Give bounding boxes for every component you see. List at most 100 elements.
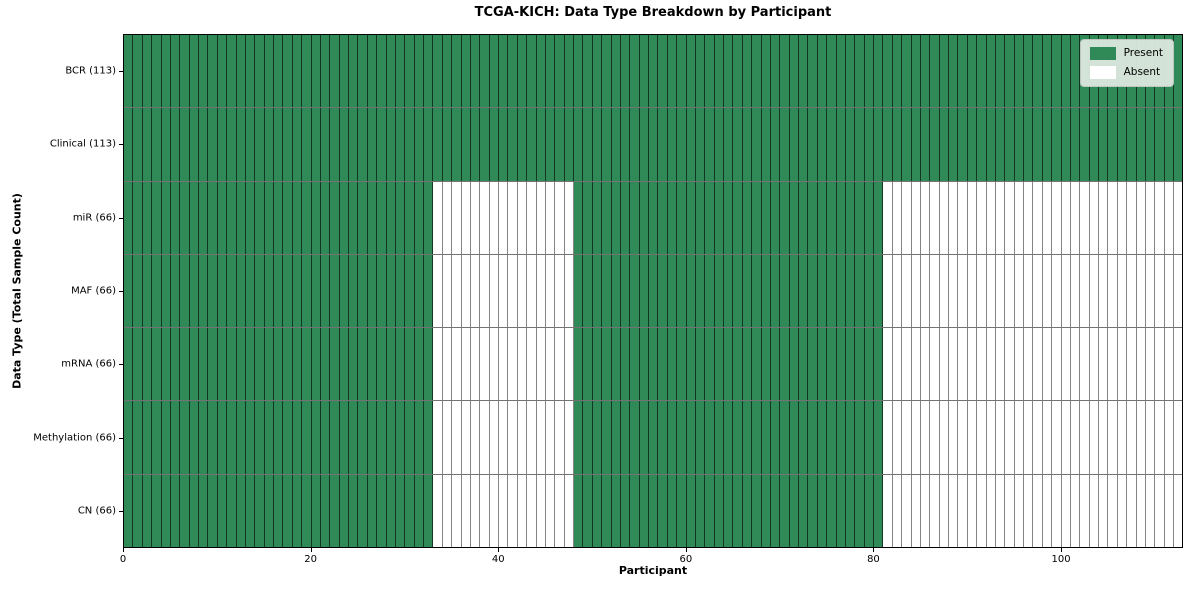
- heatmap-cell: [395, 35, 406, 108]
- heatmap-cell: [424, 35, 434, 108]
- heatmap-cell: [1145, 401, 1156, 474]
- heatmap-cell: [583, 35, 593, 108]
- heatmap-cell: [649, 35, 659, 108]
- heatmap-cell: [977, 254, 987, 328]
- heatmap-cell: [1145, 181, 1156, 254]
- heatmap-cell: [733, 35, 743, 108]
- heatmap-cell: [1174, 401, 1183, 474]
- heatmap-cell: [639, 181, 649, 254]
- heatmap-cell: [499, 181, 509, 254]
- heatmap-cell: [864, 328, 874, 401]
- heatmap-cell: [480, 108, 490, 181]
- heatmap-cell: [245, 474, 256, 547]
- heatmap-cell: [489, 254, 499, 328]
- heatmap-cell: [442, 401, 453, 474]
- heatmap-cell: [967, 474, 978, 547]
- heatmap-cell: [920, 108, 931, 181]
- heatmap-cell: [799, 328, 809, 401]
- heatmap-cell: [611, 108, 621, 181]
- heatmap-cell: [592, 328, 603, 401]
- heatmap-cell: [892, 328, 903, 401]
- heatmap-cell: [920, 181, 931, 254]
- heatmap-cell: [489, 35, 499, 108]
- heatmap-cell: [902, 181, 912, 254]
- heatmap-cell: [545, 108, 556, 181]
- heatmap-cell: [874, 328, 884, 401]
- heatmap-cell: [274, 401, 284, 474]
- heatmap-cell: [1061, 474, 1071, 547]
- heatmap-cell: [1080, 328, 1090, 401]
- heatmap-cell: [789, 108, 799, 181]
- heatmap-cell: [967, 108, 978, 181]
- heatmap-cell: [949, 108, 959, 181]
- heatmap-cell: [733, 328, 743, 401]
- heatmap-cell: [836, 474, 846, 547]
- heatmap-cell: [799, 401, 809, 474]
- heatmap-cell: [461, 328, 471, 401]
- heatmap-cell: [311, 401, 321, 474]
- heatmap-cell: [527, 108, 537, 181]
- heatmap-cell: [677, 328, 687, 401]
- heatmap-cell: [761, 328, 771, 401]
- heatmap-cell: [245, 401, 256, 474]
- heatmap-cell: [489, 108, 499, 181]
- heatmap-cell: [152, 108, 162, 181]
- heatmap-cell: [836, 328, 846, 401]
- heatmap-cell: [958, 474, 968, 547]
- heatmap-cell: [142, 328, 153, 401]
- heatmap-cell: [1089, 328, 1099, 401]
- heatmap-cell: [967, 401, 978, 474]
- heatmap-cell: [1145, 474, 1156, 547]
- heatmap-cell: [424, 181, 434, 254]
- heatmap-cell: [367, 254, 378, 328]
- heatmap-cell: [1117, 254, 1128, 328]
- heatmap-cell: [142, 254, 153, 328]
- heatmap-cell: [217, 108, 228, 181]
- heatmap-cell: [1014, 35, 1024, 108]
- heatmap-cell: [302, 328, 312, 401]
- heatmap-cell: [630, 181, 640, 254]
- heatmap-cell: [264, 254, 274, 328]
- heatmap-cell: [349, 35, 359, 108]
- heatmap-cell: [1005, 108, 1015, 181]
- heatmap-cell: [414, 254, 424, 328]
- heatmap-cell: [424, 474, 434, 547]
- heatmap-cell: [724, 254, 734, 328]
- x-tick-label: 20: [304, 554, 317, 565]
- plot-area: Present Absent: [123, 34, 1183, 548]
- heatmap-cell: [892, 474, 903, 547]
- heatmap-cell: [499, 474, 509, 547]
- heatmap-cell: [789, 474, 799, 547]
- heatmap-cell: [630, 474, 640, 547]
- heatmap-cell: [442, 254, 453, 328]
- legend-entry-present: Present: [1089, 47, 1163, 60]
- heatmap-cell: [892, 254, 903, 328]
- heatmap-cell: [639, 401, 649, 474]
- heatmap-cell: [1014, 108, 1024, 181]
- heatmap-cell: [949, 181, 959, 254]
- heatmap-cell: [677, 35, 687, 108]
- heatmap-cell: [152, 474, 162, 547]
- heatmap-cell: [770, 474, 781, 547]
- heatmap-cell: [349, 328, 359, 401]
- x-tick-mark: [123, 548, 124, 552]
- heatmap-cell: [161, 181, 171, 254]
- heatmap-cell: [883, 35, 893, 108]
- heatmap-cell: [808, 254, 818, 328]
- heatmap-cell: [667, 108, 678, 181]
- heatmap-cell: [1052, 401, 1062, 474]
- heatmap-cell: [864, 35, 874, 108]
- heatmap-cell: [855, 328, 865, 401]
- heatmap-cell: [836, 181, 846, 254]
- heatmap-cell: [442, 181, 453, 254]
- heatmap-cell: [995, 254, 1006, 328]
- heatmap-cell: [1117, 328, 1128, 401]
- heatmap-cell: [1052, 474, 1062, 547]
- legend-swatch-absent: [1089, 66, 1116, 79]
- heatmap-cell: [592, 254, 603, 328]
- x-tick-label: 80: [867, 554, 880, 565]
- heatmap-cell: [583, 181, 593, 254]
- heatmap-cell: [911, 328, 921, 401]
- heatmap-cell: [630, 328, 640, 401]
- heatmap-cell: [1145, 108, 1156, 181]
